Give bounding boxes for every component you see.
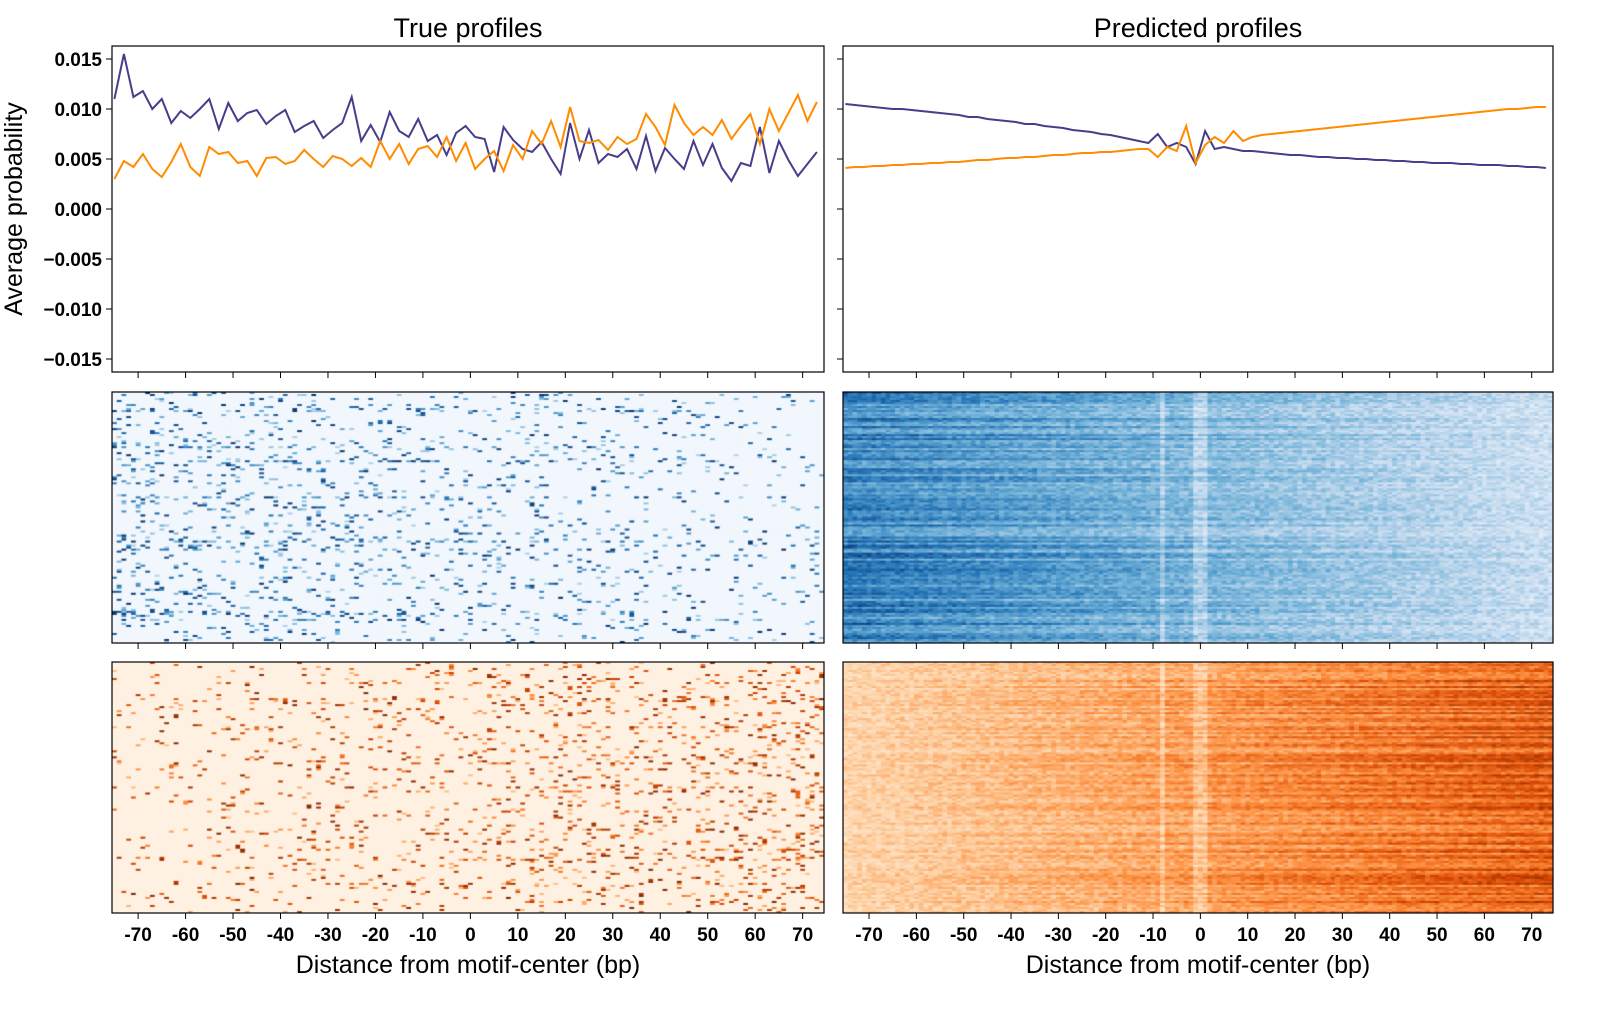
x-tick-label: 40 bbox=[1379, 925, 1400, 946]
x-tick-label: 70 bbox=[792, 925, 813, 946]
x-tick-label: -60 bbox=[903, 925, 930, 946]
x-tick-label: -20 bbox=[1092, 925, 1119, 946]
axes-frame bbox=[842, 661, 1554, 914]
x-tick-label: -40 bbox=[267, 925, 294, 946]
x-axis-label: Distance from motif-center (bp) bbox=[296, 951, 641, 979]
x-tick-label: 20 bbox=[1284, 925, 1305, 946]
x-tick-label: 70 bbox=[1521, 925, 1542, 946]
y-tick-label: −0.010 bbox=[43, 300, 102, 321]
x-tick-label: 50 bbox=[1426, 925, 1447, 946]
x-tick-label: 30 bbox=[602, 925, 623, 946]
x-tick-label: -60 bbox=[172, 925, 199, 946]
x-tick-label: 0 bbox=[1195, 925, 1206, 946]
series-line-2 bbox=[113, 92, 818, 180]
x-tick-label: 60 bbox=[1474, 925, 1495, 946]
y-tick-label: 0.005 bbox=[54, 150, 102, 171]
x-tick-label: -70 bbox=[124, 925, 151, 946]
panel-title: True profiles bbox=[393, 13, 542, 43]
heatmap-true-strand2 bbox=[112, 662, 824, 913]
x-tick-label: -50 bbox=[950, 925, 977, 946]
y-tick-label: 0.010 bbox=[54, 100, 102, 121]
axes-frame bbox=[842, 391, 1554, 644]
panel-title: Predicted profiles bbox=[1094, 13, 1303, 43]
x-tick-label: -70 bbox=[855, 925, 882, 946]
x-axis-label: Distance from motif-center (bp) bbox=[1026, 951, 1371, 979]
x-tick-label: -30 bbox=[314, 925, 341, 946]
y-axis-label: Average probability bbox=[0, 102, 28, 316]
x-tick-label: 60 bbox=[745, 925, 766, 946]
x-tick-label: 10 bbox=[1237, 925, 1258, 946]
axes-frame bbox=[111, 45, 825, 373]
y-tick-label: −0.005 bbox=[43, 250, 102, 271]
series-line-2 bbox=[845, 106, 1546, 169]
x-tick-label: -50 bbox=[219, 925, 246, 946]
axes-frame bbox=[111, 391, 825, 644]
x-tick-label: 50 bbox=[697, 925, 718, 946]
heatmap-predicted-strand2 bbox=[843, 662, 1553, 913]
y-tick-label: 0.000 bbox=[54, 200, 102, 221]
axes-frame bbox=[842, 45, 1554, 373]
series-line-1 bbox=[845, 103, 1547, 169]
y-tick-label: 0.015 bbox=[54, 50, 102, 71]
x-tick-label: 30 bbox=[1332, 925, 1353, 946]
axes-frame bbox=[111, 661, 825, 914]
x-tick-label: -10 bbox=[409, 925, 436, 946]
x-tick-label: -30 bbox=[1045, 925, 1072, 946]
x-tick-label: 40 bbox=[650, 925, 671, 946]
y-tick-label: −0.015 bbox=[43, 350, 102, 371]
heatmap-predicted-strand1 bbox=[843, 392, 1553, 643]
x-tick-label: -40 bbox=[997, 925, 1024, 946]
x-tick-label: -20 bbox=[362, 925, 389, 946]
x-tick-label: 20 bbox=[555, 925, 576, 946]
heatmap-true-strand1 bbox=[112, 392, 824, 643]
x-tick-label: 10 bbox=[507, 925, 528, 946]
series-line-1 bbox=[113, 53, 818, 183]
x-tick-label: -10 bbox=[1139, 925, 1166, 946]
x-tick-label: 0 bbox=[465, 925, 476, 946]
